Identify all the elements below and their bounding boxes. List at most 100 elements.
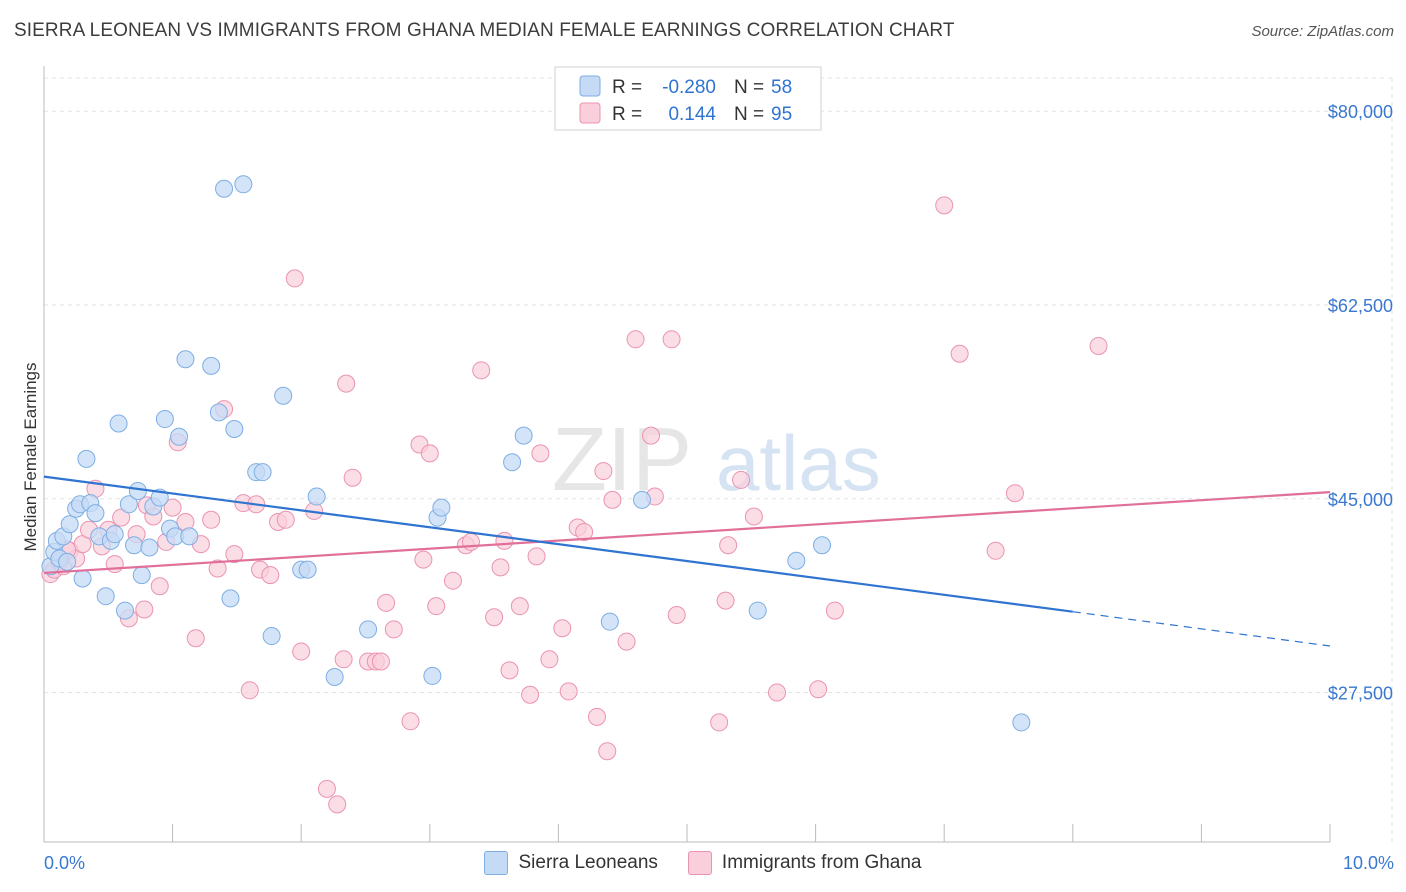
sierra-leonean-point-6: [60, 515, 79, 534]
ghana-point-54: [461, 532, 480, 551]
ghana-point-20: [163, 498, 182, 517]
ghana-point-38: [328, 795, 347, 814]
sierra-leonean-point-30: [176, 350, 195, 369]
sierra-leonean-point-52: [600, 612, 619, 631]
ghana-point-94: [292, 642, 311, 661]
legend-r-value-1: -0.280: [662, 77, 716, 98]
ghana-point-75: [641, 426, 660, 445]
watermark-zip: ZIP: [552, 410, 692, 510]
sierra-leonean-point-44: [307, 487, 326, 506]
sierra-leonean-point-49: [432, 498, 451, 517]
sierra-leonean-point-29: [170, 427, 189, 446]
sierra-leonean-point-46: [359, 620, 378, 639]
sierra-leonean-points: [41, 175, 1031, 732]
sierra-leoneans-label: Sierra Leoneans: [518, 852, 658, 873]
sierra-leonean-point-20: [125, 536, 144, 555]
legend-item-ghana[interactable]: Immigrants from Ghana: [687, 851, 922, 875]
ghana-point-59: [500, 661, 519, 680]
stats-legend: R = -0.280 N = 58 R = 0.144 N = 95: [554, 66, 822, 131]
sierra-leonean-point-53: [632, 490, 651, 509]
sierra-leonean-point-47: [423, 666, 442, 685]
sierra-leonean-point-33: [209, 403, 228, 422]
sierra-leonean-point-12: [86, 504, 105, 523]
ghana-point-70: [594, 462, 613, 481]
ghana-point-55: [472, 361, 491, 380]
sierra-leonean-point-37: [234, 175, 253, 194]
ghana-point-25: [202, 510, 221, 529]
ghana-point-45: [377, 593, 396, 612]
ghana-point-84: [768, 683, 787, 702]
ghana-point-73: [617, 632, 636, 651]
ghana-point-34: [276, 510, 295, 529]
ghana-point-23: [186, 629, 205, 648]
ghana-point-12: [112, 508, 131, 527]
ghana-point-88: [950, 344, 969, 363]
ghana-point-89: [986, 541, 1005, 560]
ghana-point-77: [662, 330, 681, 349]
sierra-leonean-point-31: [180, 527, 199, 546]
sierra-leonean-point-36: [225, 419, 244, 438]
ghana-point-60: [510, 597, 529, 616]
sierra-leonean-trend-extension: [1072, 611, 1331, 647]
ghana-point-86: [825, 601, 844, 620]
ghana-point-37: [317, 779, 336, 798]
sierra-leonean-point-21: [128, 482, 147, 501]
legend-n-label-2: N =: [734, 104, 764, 125]
ghana-point-71: [598, 742, 617, 761]
legend-n-label-1: N =: [734, 77, 764, 98]
trend-lines: [43, 475, 1331, 647]
ghana-point-64: [540, 650, 559, 669]
sierra-leonean-point-26: [155, 410, 174, 429]
sierra-leonean-point-55: [787, 551, 806, 570]
axis-layer: [43, 66, 1331, 843]
ghana-point-80: [716, 591, 735, 610]
watermark-atlas: atlas: [716, 419, 881, 507]
y-tick-labels: $27,500 $45,000 $62,500 $80,000: [1328, 102, 1393, 703]
legend-r-label-1: R =: [612, 77, 642, 98]
ghana-point-46: [384, 620, 403, 639]
sierra-leonean-point-35: [221, 589, 240, 608]
x-tick-label-min: 0.0%: [44, 853, 85, 873]
ghana-point-56: [485, 608, 504, 627]
ghana-point-15: [135, 600, 154, 619]
ghana-point-11: [105, 555, 124, 574]
sierra-leonean-point-14: [96, 587, 115, 606]
legend-item-sierra-leoneans[interactable]: Sierra Leoneans: [484, 851, 658, 875]
sierra-leonean-point-22: [132, 566, 151, 585]
ghana-point-62: [527, 547, 546, 566]
legend-r-value-2: 0.144: [668, 104, 716, 125]
sierra-leonean-point-32: [202, 356, 221, 375]
sierra-leonean-point-5: [58, 552, 77, 571]
source-label: Source: ZipAtlas.com: [1251, 23, 1394, 40]
sierra-leonean-point-40: [262, 627, 281, 646]
ghana-point-82: [732, 470, 751, 489]
ghana-points: [41, 196, 1108, 814]
ghana-point-85: [809, 680, 828, 699]
sierra-leonean-point-50: [503, 453, 522, 472]
sierra-leonean-point-23: [140, 538, 159, 557]
sierra-leonean-point-34: [215, 179, 234, 198]
ghana-point-51: [427, 597, 446, 616]
legend-n-value-2: 95: [771, 104, 792, 125]
sierra-leonean-point-17: [109, 414, 128, 433]
ghana-point-87: [935, 196, 954, 215]
ghana-point-63: [531, 444, 550, 463]
ghana-point-28: [225, 545, 244, 564]
ghana-point-30: [240, 681, 259, 700]
ghana-point-39: [334, 650, 353, 669]
ghana-point-57: [491, 558, 510, 577]
sierra-leonean-point-43: [298, 560, 317, 579]
ghana-label: Immigrants from Ghana: [721, 852, 922, 873]
ghana-swatch: [687, 851, 712, 875]
ghana-trend-line: [43, 491, 1331, 575]
sierra-leonean-point-19: [119, 495, 138, 514]
y-tick-label-2: $62,500: [1328, 296, 1393, 316]
sierra-leonean-point-56: [813, 536, 832, 555]
sierra-leonean-point-39: [253, 463, 272, 482]
ghana-point-65: [553, 619, 572, 638]
ghana-point-79: [710, 713, 729, 732]
y-axis-title: Median Female Earnings: [21, 363, 40, 552]
sierra-leonean-point-45: [325, 668, 344, 687]
ghana-point-72: [603, 490, 622, 509]
